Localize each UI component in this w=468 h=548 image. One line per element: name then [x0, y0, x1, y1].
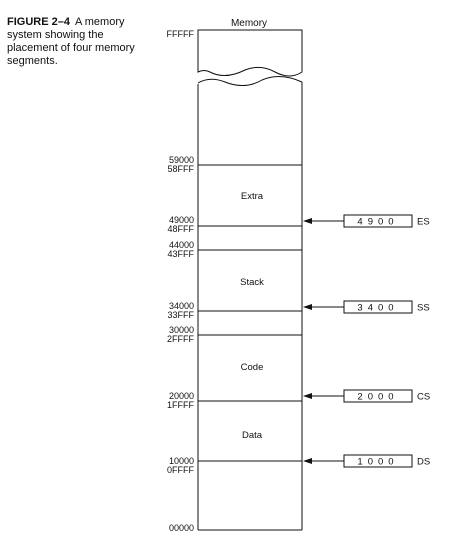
memory-title: Memory — [231, 18, 267, 29]
boundary-30000: 30000 2FFFF — [167, 325, 302, 344]
boundary-upper-address: 34000 — [169, 301, 194, 311]
memory-column — [197, 82, 303, 531]
figure-label: FIGURE 2–4 — [7, 16, 70, 28]
register-name: CS — [417, 392, 430, 403]
memory-top-block — [197, 29, 303, 77]
register-name: DS — [417, 457, 430, 468]
register-box — [343, 389, 413, 403]
register-ds: 1000 DS — [303, 454, 430, 468]
memory-break — [197, 76, 303, 86]
boundary-34000: 34000 33FFF — [167, 301, 302, 320]
figure-caption: FIGURE 2–4 A memory system showing the pl… — [7, 16, 155, 68]
register-es: 4900 ES — [303, 214, 430, 228]
boundary-59000: 59000 58FFF — [167, 155, 302, 174]
boundary-10000: 10000 0FFFF — [167, 456, 302, 475]
boundary-upper-address: 10000 — [169, 456, 194, 466]
boundary-lower-address: 1FFFF — [167, 400, 194, 410]
register-value: 1000 — [357, 457, 398, 468]
arrow-left-icon — [303, 458, 312, 464]
register-cs: 2000 CS — [303, 389, 430, 403]
boundary-20000: 20000 1FFFF — [167, 391, 302, 410]
boundary-lower-address: 43FFF — [167, 249, 194, 259]
register-ss: 3400 SS — [303, 300, 430, 314]
boundary-49000: 49000 48FFF — [167, 215, 302, 234]
register-name: SS — [417, 303, 430, 314]
register-value: 4900 — [357, 217, 398, 228]
boundary-upper-address: 49000 — [169, 215, 194, 225]
segment-label-stack: Stack — [240, 277, 264, 288]
register-box — [343, 454, 413, 468]
register-box — [343, 214, 413, 228]
boundary-lower-address: 48FFF — [167, 224, 194, 234]
arrow-left-icon — [303, 218, 312, 224]
segment-label-extra: Extra — [241, 191, 264, 202]
register-box — [343, 300, 413, 314]
boundary-lower-address: 33FFF — [167, 310, 194, 320]
arrow-left-icon — [303, 304, 312, 310]
register-value: 2000 — [357, 392, 398, 403]
register-name: ES — [417, 217, 430, 228]
boundary-44000: 44000 43FFF — [167, 240, 302, 259]
register-value: 3400 — [357, 303, 398, 314]
address-top: FFFFF — [167, 29, 195, 39]
boundary-lower-address: 0FFFF — [167, 465, 194, 475]
boundary-upper-address: 20000 — [169, 391, 194, 401]
figure-caption-text: A memory system showing the placement of… — [7, 16, 135, 67]
arrow-left-icon — [303, 393, 312, 399]
boundary-upper-address: 44000 — [169, 240, 194, 250]
boundary-lower-address: 2FFFF — [167, 334, 194, 344]
boundary-upper-address: 59000 — [169, 155, 194, 165]
address-bottom: 00000 — [169, 523, 194, 533]
segment-label-data: Data — [242, 430, 263, 441]
boundary-upper-address: 30000 — [169, 325, 194, 335]
memory-top-torn-block — [197, 29, 303, 77]
segment-label-code: Code — [241, 362, 264, 373]
boundary-lower-address: 58FFF — [167, 164, 194, 174]
memory-break-edge — [197, 76, 303, 86]
